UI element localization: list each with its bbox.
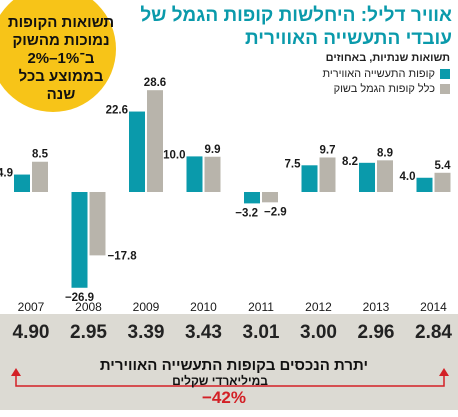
data-label-iai-2008: −26.9	[65, 292, 94, 304]
x-tick-2013: 2013	[363, 300, 390, 314]
x-tick-2012: 2012	[305, 300, 332, 314]
data-label-iai-2014: 4.0	[400, 171, 416, 183]
bar-market-2009	[147, 90, 163, 192]
callout-bubble: תשואות הקופות נמוכות מהשוק ב־1%–2% בממוצ…	[0, 0, 116, 112]
callout-line-4: בממוצע בכל	[18, 68, 104, 85]
data-label-market-2010: 9.9	[205, 144, 221, 156]
data-label-iai-2010: 10.0	[163, 149, 185, 161]
callout-line-1: תשואות הקופות	[7, 14, 115, 31]
assets-arrow	[11, 368, 449, 387]
arrow-bracket	[15, 374, 445, 387]
bar-iai-2011	[244, 192, 260, 204]
bar-market-2011	[262, 192, 278, 203]
data-label-iai-2012: 7.5	[285, 158, 302, 170]
asset-value-2007: 4.90	[12, 322, 50, 343]
legend-swatch-teal	[440, 68, 450, 79]
assets-title: יתרת הנכסים בקופות התעשייה האווירית	[99, 357, 368, 374]
asset-value-2011: 3.01	[242, 322, 280, 343]
arrow-head-left	[11, 368, 21, 376]
assets-row: 4.90 2.95 3.39 3.43 3.01 3.00 2.96 2.84	[0, 316, 458, 356]
x-tick-2010: 2010	[190, 300, 217, 314]
x-tick-2008: 2008	[75, 300, 102, 314]
bar-market-2012	[319, 157, 336, 192]
legend-item-teal: קופות התעשייה האווירית	[323, 66, 450, 81]
asset-value-2009: 3.39	[127, 322, 165, 343]
data-label-market-2014: 5.4	[435, 160, 452, 172]
data-label-market-2008: −17.8	[108, 250, 138, 262]
data-label-market-2007: 8.5	[32, 149, 49, 161]
x-tick-2009: 2009	[133, 300, 160, 314]
data-label-market-2009: 28.6	[144, 77, 166, 89]
legend: קופות התעשייה האווירית כלל קופות הגמל בש…	[323, 66, 450, 96]
legend-label-teal: קופות התעשייה האווירית	[322, 67, 435, 80]
x-tick-2014: 2014	[420, 300, 447, 314]
bar-iai-2008	[71, 192, 88, 288]
bar-chart: 4.9 8.5 2007 −26.9 −17.8 2008 22.6 28.6 2009 10.0…	[0, 77, 452, 314]
callout-line-3: ב־1%–2%	[27, 50, 95, 67]
asset-value-2008: 2.95	[70, 322, 107, 343]
bar-iai-2013	[359, 162, 375, 192]
legend-item-gray: כלל קופות הגמל בשוק	[323, 81, 450, 96]
bar-market-2007	[32, 161, 48, 192]
x-tick-2011: 2011	[248, 300, 274, 314]
data-label-iai-2007: 4.9	[0, 168, 13, 180]
bar-iai-2009	[129, 111, 145, 192]
data-label-market-2013: 8.9	[377, 147, 393, 159]
data-label-iai-2009: 22.6	[106, 105, 128, 117]
x-tick-2007: 2007	[18, 300, 45, 314]
asset-value-2013: 2.96	[357, 322, 395, 343]
asset-value-2012: 3.00	[300, 322, 337, 343]
bar-iai-2014	[416, 177, 433, 192]
asset-value-2010: 3.43	[185, 322, 222, 343]
bar-iai-2007	[14, 174, 30, 192]
bar-market-2013	[377, 160, 393, 192]
bar-iai-2010	[186, 156, 203, 192]
callout-line-5: שנה	[46, 86, 76, 103]
data-label-market-2012: 9.7	[320, 144, 336, 156]
data-label-market-2011: −2.9	[264, 206, 287, 218]
data-label-iai-2013: 8.2	[342, 156, 358, 168]
bar-market-2014	[434, 172, 451, 192]
bar-iai-2012	[301, 165, 318, 192]
bar-market-2008	[89, 192, 106, 256]
assets-change: −42%	[202, 388, 246, 407]
bar-market-2010	[204, 156, 221, 192]
assets-unit: במיליארדי שקלים	[172, 374, 268, 388]
callout-line-2: נמוכות מהשוק	[12, 32, 110, 49]
legend-label-gray: כלל קופות הגמל בשוק	[333, 82, 435, 95]
data-label-iai-2011: −3.2	[235, 207, 258, 219]
arrow-head-right	[439, 368, 449, 376]
asset-value-2014: 2.84	[415, 322, 452, 343]
assets-panel	[0, 314, 458, 410]
legend-swatch-gray	[440, 83, 450, 94]
chart-title: אוויר דליל: היחלשות קופות הגמל של עובדי …	[140, 5, 452, 49]
chart-subtitle: תשואות שנתיות, באחוזים	[325, 52, 450, 64]
